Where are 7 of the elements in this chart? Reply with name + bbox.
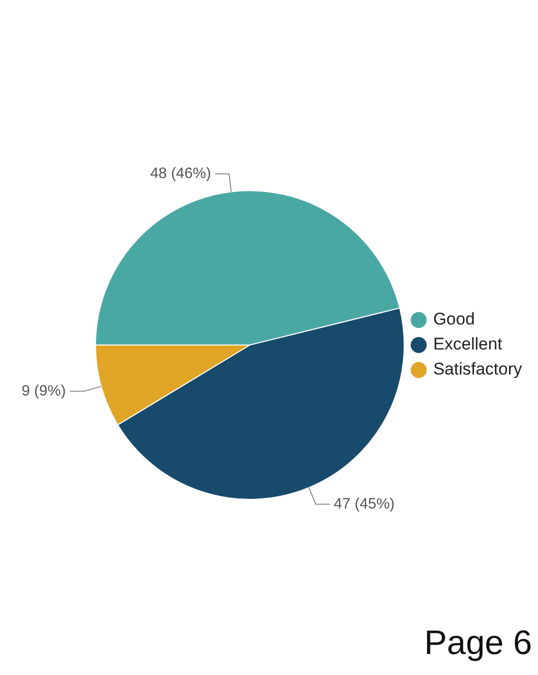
data-label: 9 (9%) [22, 382, 66, 400]
data-label: 47 (45%) [334, 495, 395, 512]
legend-label: Good [433, 310, 475, 329]
text: Page 6 [424, 624, 532, 663]
legend-label: Satisfactory [433, 360, 522, 379]
data-label: 48 (46%) [150, 165, 212, 182]
legend-label: Excellent [433, 334, 502, 354]
